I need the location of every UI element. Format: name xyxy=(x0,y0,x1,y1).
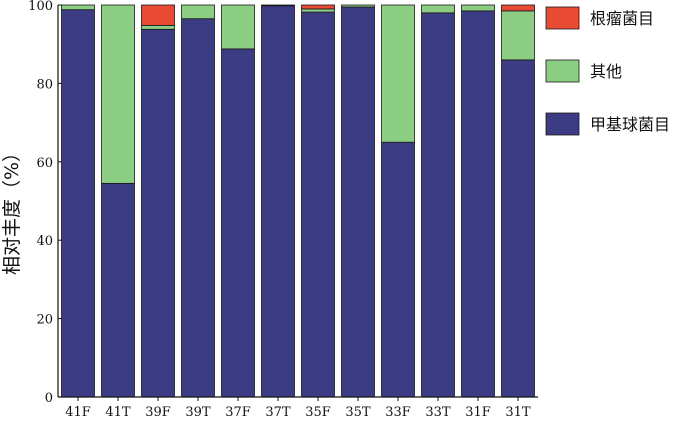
bar-segment-37T-s0 xyxy=(261,5,295,398)
x-tick-label: 31T xyxy=(505,405,531,420)
y-tick-label: 0 xyxy=(45,391,53,406)
bar-segment-35T-s1 xyxy=(341,4,375,8)
bar-segment-35F-s0 xyxy=(301,11,335,398)
bar-segment-37F-s1 xyxy=(221,4,255,50)
bar-segment-37F-s0 xyxy=(221,48,255,398)
x-tick-label: 35T xyxy=(345,405,371,420)
bar-segment-33T-s0 xyxy=(421,12,455,398)
bar-segment-41F-s0 xyxy=(61,9,95,398)
x-tick-label: 41T xyxy=(105,405,131,420)
bar-segment-35F-s1 xyxy=(301,8,335,13)
y-tick-label: 20 xyxy=(36,313,53,328)
x-tick-label: 37T xyxy=(265,405,291,420)
bar-segment-31F-s1 xyxy=(461,4,495,12)
x-tick-label: 39F xyxy=(145,405,171,420)
y-tick-label: 60 xyxy=(36,156,53,171)
bar-segment-39F-s2 xyxy=(141,4,175,26)
x-tick-label: 31F xyxy=(465,405,491,420)
x-tick-label: 39T xyxy=(185,405,211,420)
y-tick-label: 80 xyxy=(36,77,53,92)
plot-area xyxy=(61,4,535,398)
bar-segment-33F-s1 xyxy=(381,4,415,143)
bar-segment-33T-s1 xyxy=(421,4,455,14)
bar-segment-41T-s1 xyxy=(101,4,135,184)
bar-segment-41T-s0 xyxy=(101,182,135,398)
bar-segment-37T-s1 xyxy=(261,4,295,7)
bar-segment-31T-s0 xyxy=(501,59,535,398)
x-tick-label: 33T xyxy=(425,405,451,420)
y-tick-label: 100 xyxy=(28,0,53,14)
bar-segment-39T-s1 xyxy=(181,4,215,20)
bar-segment-35F-s2 xyxy=(301,4,335,10)
bar-segment-41F-s1 xyxy=(61,4,95,11)
bar-segment-35T-s0 xyxy=(341,6,375,398)
axes: 41F 41T 39F 39T 37F 37T 35F 35T 33F 33T 31F 31T 0 20 4… xyxy=(28,0,538,420)
bar-segment-31T-s1 xyxy=(501,10,535,61)
y-axis-label: 相对丰度（%） xyxy=(1,143,23,275)
bar-segment-39T-s0 xyxy=(181,18,215,398)
x-tick-label: 41F xyxy=(65,405,91,420)
legend-swatch xyxy=(545,112,580,136)
bar-segment-31F-s0 xyxy=(461,10,495,398)
x-tick-label: 37F xyxy=(225,405,251,420)
x-tick-label: 35F xyxy=(305,405,331,420)
legend-label: 根瘤菌目 xyxy=(590,9,654,28)
y-tick-label: 40 xyxy=(36,234,53,249)
bar-segment-39F-s1 xyxy=(141,24,175,30)
bar-segment-33F-s0 xyxy=(381,141,415,398)
legend-swatch xyxy=(545,59,580,83)
bar-segment-31T-s2 xyxy=(501,4,535,12)
x-tick-label: 33F xyxy=(385,405,411,420)
legend-swatch xyxy=(545,6,580,30)
legend-label: 甲基球菌目 xyxy=(590,115,670,134)
bar-segment-39F-s0 xyxy=(141,28,175,398)
legend-label: 其他 xyxy=(590,62,622,81)
